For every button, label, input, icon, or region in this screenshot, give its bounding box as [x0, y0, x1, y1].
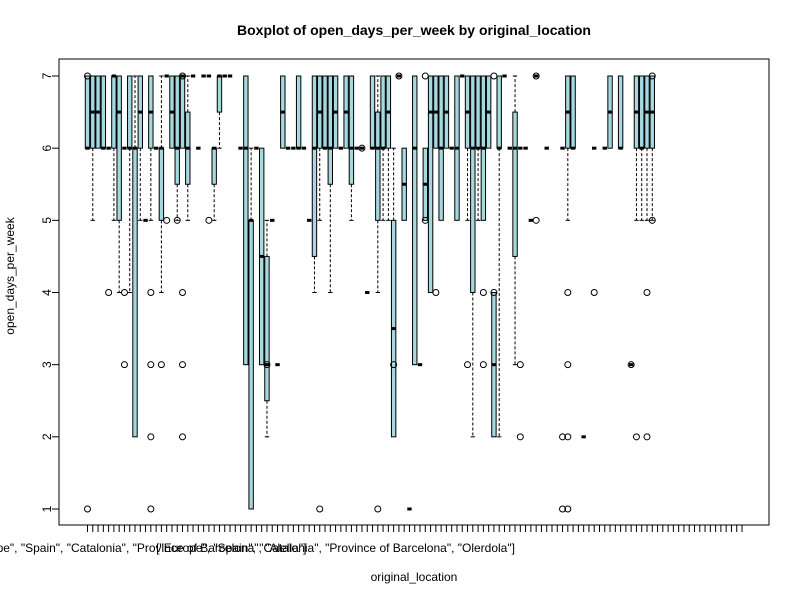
- outlier-point: [163, 216, 171, 224]
- box: [111, 75, 117, 149]
- outlier-point: [421, 216, 429, 224]
- x-axis-label: original_location: [371, 570, 458, 584]
- y-tick-label: 1: [40, 505, 54, 512]
- outlier-point: [179, 289, 187, 296]
- outlier-point: [643, 289, 651, 296]
- outlier-point: [490, 72, 498, 80]
- box: [84, 75, 91, 149]
- y-tick-label: 5: [40, 217, 54, 224]
- outlier-point: [120, 361, 128, 369]
- outlier-point: [263, 361, 271, 369]
- box: [375, 111, 381, 221]
- outlier-point: [157, 361, 165, 369]
- outlier-point: [564, 505, 572, 513]
- outlier-point: [643, 433, 651, 441]
- outlier-point: [316, 505, 324, 513]
- x-tick-label: ["Europe", "Spain", "Catalonia", "Provin…: [0, 541, 306, 555]
- outlier-point: [147, 361, 155, 369]
- box: [116, 75, 122, 221]
- box: [211, 147, 217, 185]
- box: [179, 75, 186, 149]
- box: [639, 75, 645, 149]
- outlier-point: [590, 289, 598, 296]
- outlier-point: [648, 72, 656, 80]
- outlier-point: [374, 505, 382, 513]
- y-tick-label: 4: [40, 289, 54, 296]
- outlier-point: [84, 72, 91, 80]
- outlier-point: [421, 72, 429, 80]
- box: [243, 75, 249, 366]
- y-tick-label: 2: [40, 433, 54, 440]
- box: [348, 75, 355, 185]
- outlier-point: [147, 505, 155, 513]
- outlier-point: [564, 433, 572, 441]
- box: [216, 75, 223, 113]
- outlier-point: [564, 289, 572, 296]
- outlier-point: [147, 433, 155, 441]
- box: [158, 147, 165, 221]
- outlier-point: [84, 505, 91, 513]
- box: [264, 255, 270, 402]
- outlier-point: [395, 72, 403, 80]
- box: [322, 75, 328, 149]
- outlier-points: [84, 72, 656, 513]
- box: [100, 75, 107, 149]
- box: [427, 75, 434, 293]
- box: [369, 75, 376, 149]
- outlier-point: [479, 361, 487, 369]
- outlier-point: [490, 289, 498, 296]
- outlier-point: [464, 361, 472, 369]
- box: [617, 75, 624, 149]
- outlier-point: [479, 289, 487, 296]
- box: [512, 111, 518, 257]
- box: [311, 75, 318, 257]
- outlier-point: [559, 505, 567, 513]
- outlier-point: [648, 216, 656, 224]
- outlier-point: [179, 72, 187, 80]
- box: [132, 147, 138, 438]
- outlier-point: [358, 144, 366, 152]
- outlier-point: [516, 433, 524, 441]
- box: [295, 75, 302, 149]
- outlier-point: [120, 289, 128, 296]
- y-tick-label: 3: [40, 361, 54, 368]
- outlier-point: [559, 433, 567, 441]
- box: [475, 75, 481, 149]
- box: [248, 219, 254, 510]
- x-axis: ["Europe", "Spain", "Catalonia", "Provin…: [0, 525, 743, 555]
- y-axis: 1 2 3 4 5 6 7: [40, 72, 59, 512]
- box: [570, 75, 576, 149]
- outlier-point: [179, 361, 187, 369]
- outlier-point: [564, 361, 572, 369]
- y-axis-label: open_days_per_week: [3, 216, 17, 334]
- outlier-point: [205, 216, 213, 224]
- outlier-point: [390, 361, 398, 369]
- box: [327, 75, 333, 185]
- box: [496, 75, 502, 149]
- box-series: [84, 74, 655, 511]
- outlier-point: [632, 433, 640, 441]
- y-tick-label: 6: [40, 145, 54, 152]
- outlier-point: [627, 361, 635, 369]
- outlier-point: [147, 289, 155, 296]
- chart-title: Boxplot of open_days_per_week by origina…: [237, 22, 591, 38]
- outlier-point: [173, 216, 181, 224]
- outlier-point: [516, 361, 524, 369]
- outlier-point: [179, 433, 187, 441]
- outlier-point: [432, 289, 440, 296]
- box: [412, 75, 418, 366]
- outlier-point: [532, 72, 540, 80]
- box: [470, 75, 476, 293]
- box: [127, 75, 133, 149]
- outlier-point: [105, 289, 113, 296]
- outlier-point: [532, 216, 540, 224]
- box: [174, 75, 180, 185]
- box: [380, 75, 386, 149]
- x-tick-label: ["Europe", "Spain", "Catalonia", "Provin…: [156, 541, 515, 555]
- y-tick-label: 7: [40, 72, 54, 79]
